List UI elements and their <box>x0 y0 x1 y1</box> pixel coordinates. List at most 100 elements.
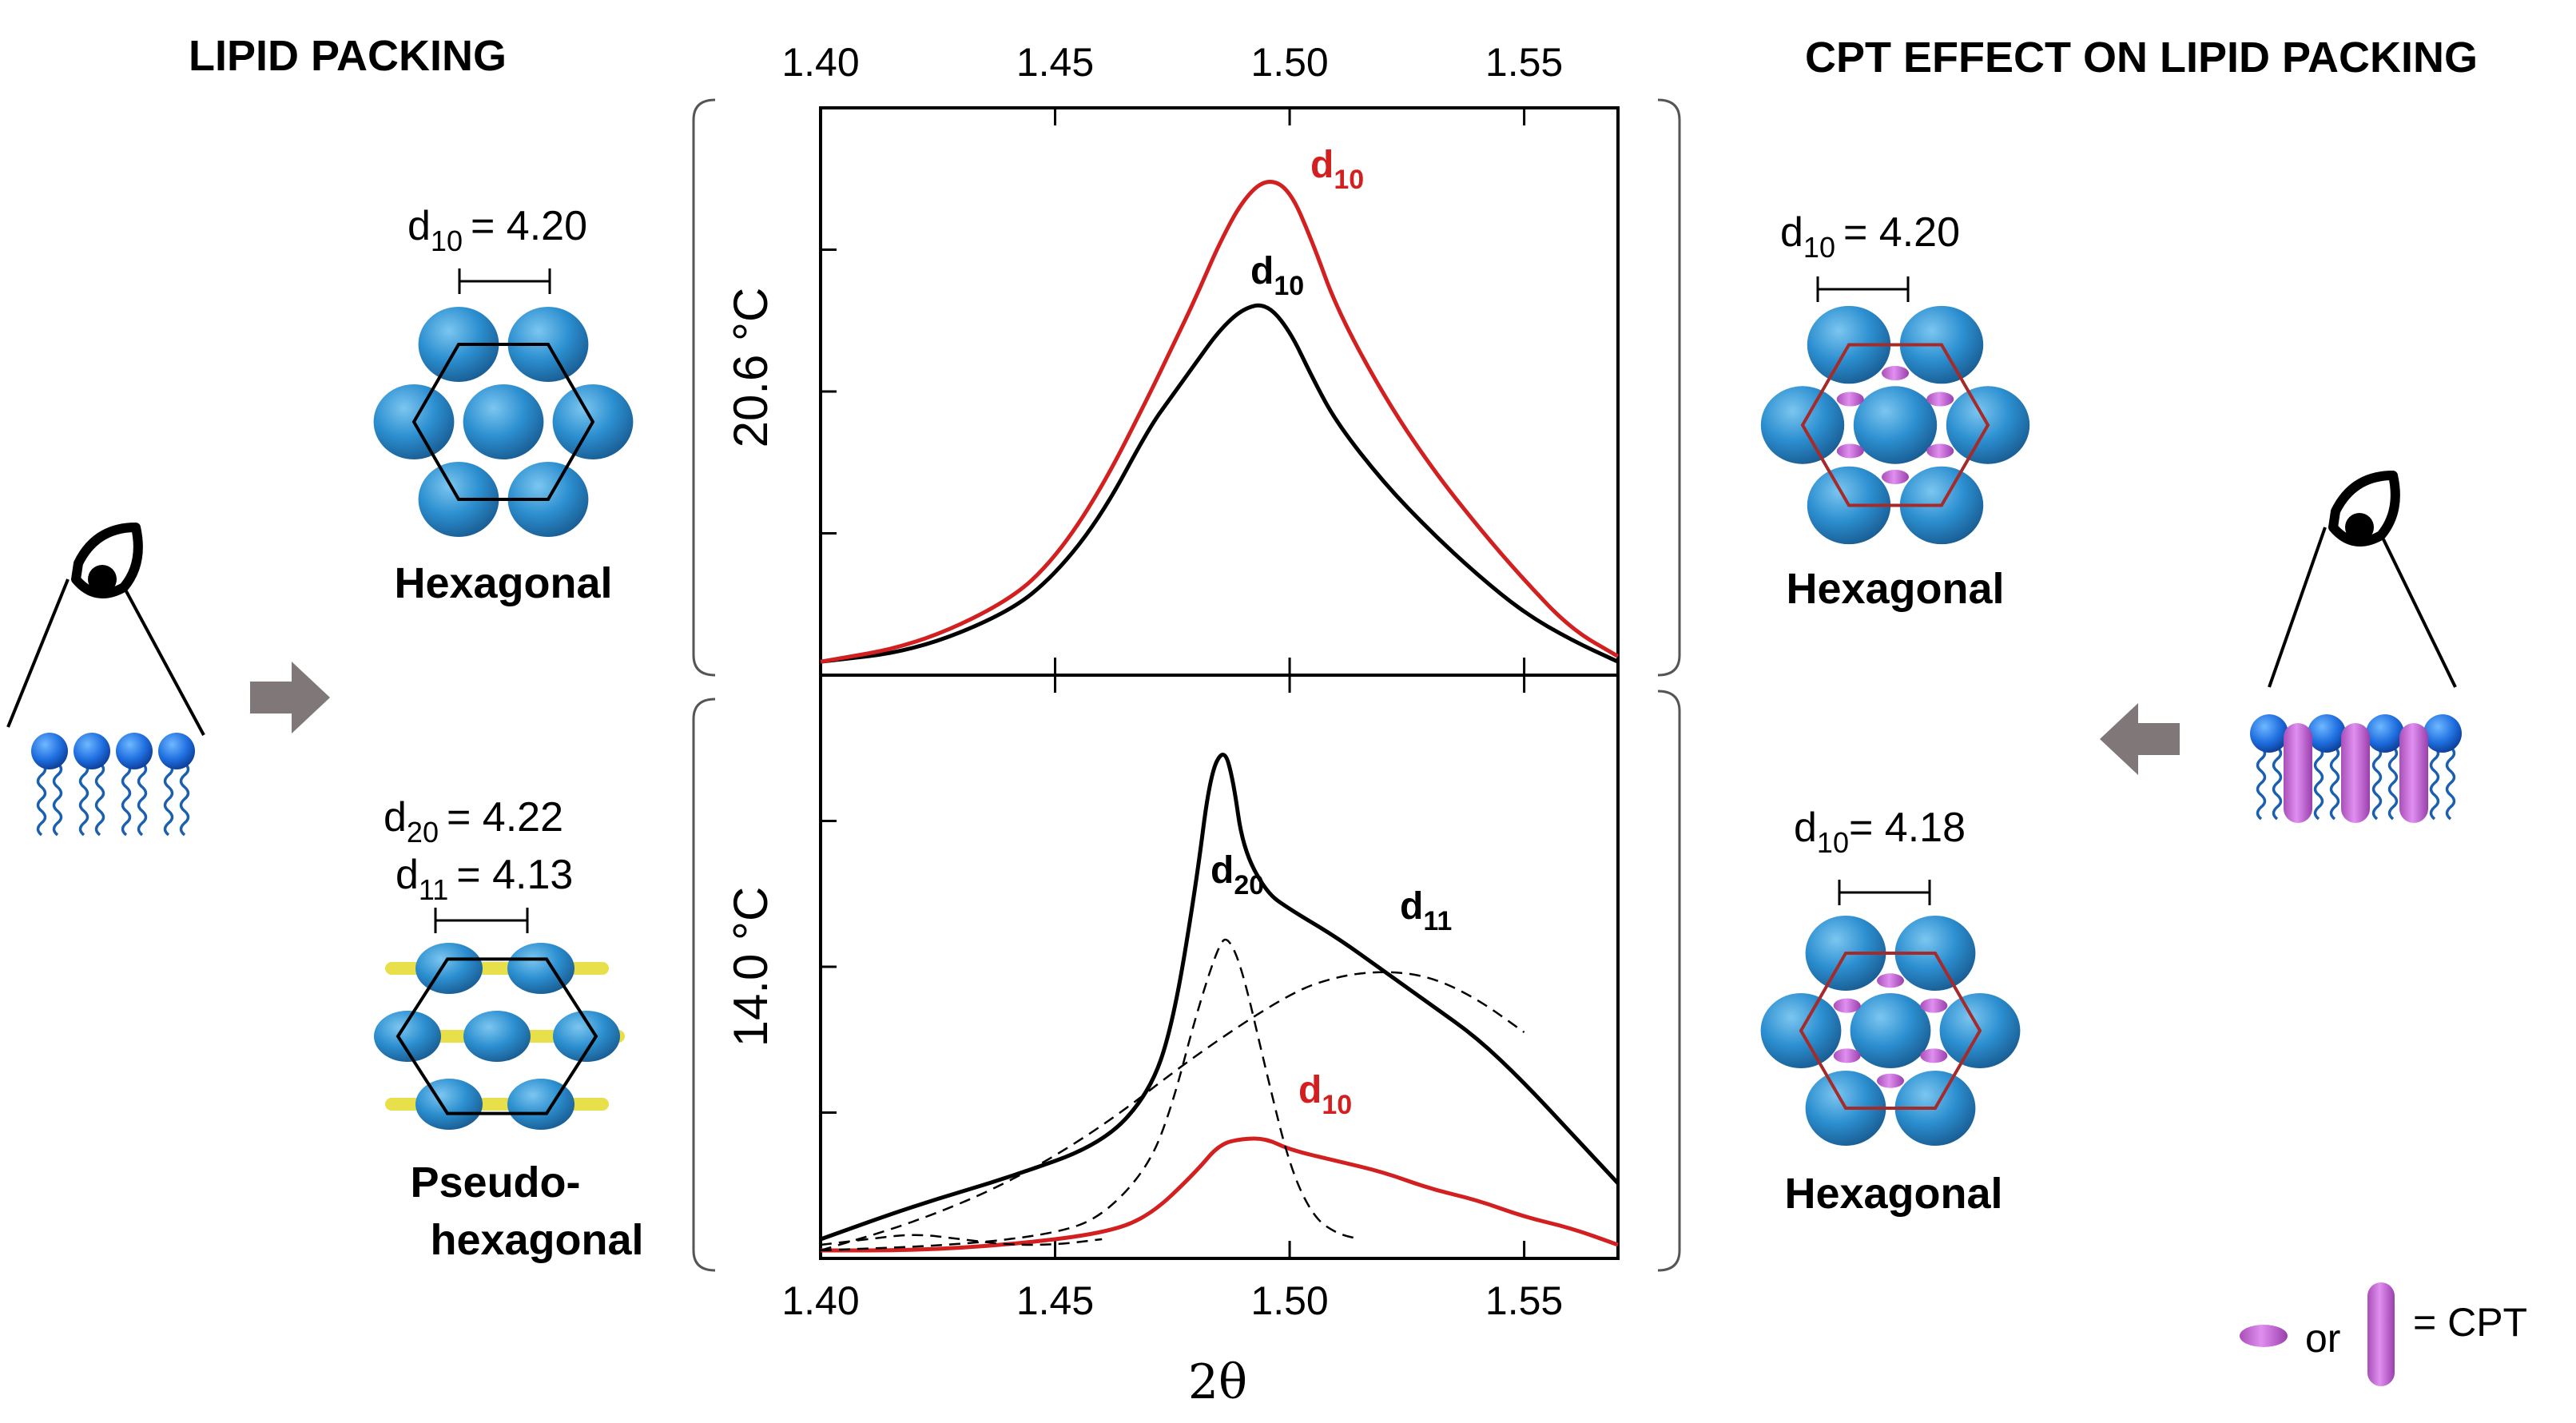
top-black-d10-annotation: d10 <box>1250 250 1304 301</box>
lipid-tail <box>179 761 190 837</box>
bottom-d11-annotation: d11 <box>1400 885 1452 936</box>
lipid-tail <box>2371 745 2383 821</box>
top-chart-bracket <box>692 98 1681 677</box>
hexagonal-lattice-icon <box>373 306 634 538</box>
cpt-rod <box>2399 723 2428 823</box>
lipid-ball <box>507 943 574 994</box>
x-axis-label: 2θ <box>1188 1354 1247 1410</box>
cpt-molecule <box>1877 973 1904 988</box>
lipid-tail <box>163 761 174 837</box>
series-black-line <box>820 303 1620 664</box>
curves <box>820 180 1620 1253</box>
left-arrow-icon <box>2100 703 2180 775</box>
lipid-head <box>2308 714 2346 753</box>
lipid-ball <box>415 943 483 994</box>
cpt-legend: or = CPT <box>2240 1282 2527 1386</box>
lipid-ball <box>1850 992 1931 1069</box>
cpt-rod <box>2284 723 2312 823</box>
pseudo-hexagonal-lattice-icon <box>374 943 625 1130</box>
lipid-ball <box>415 1079 483 1130</box>
x-tick-label: 1.50 <box>1250 40 1328 85</box>
lipid-head <box>31 733 68 769</box>
lipid-monolayer-with-cpt <box>2250 714 2462 823</box>
lipid-tail <box>2387 745 2399 821</box>
xrd-chart: 20.6 °C 14.0 °C 2θ 1.40 1.45 1.50 1.55 1.40 1… <box>724 40 1620 1410</box>
scale-bar <box>1838 880 1931 905</box>
cpt-molecule <box>1926 392 1954 407</box>
lipid-tail <box>2445 745 2456 821</box>
top-red-d10-annotation: d10 <box>1310 144 1364 195</box>
right-title: CPT EFFECT ON LIPID PACKING <box>1805 34 2478 81</box>
left-bottom-label-line2: hexagonal <box>430 1216 643 1264</box>
left-bottom-d20-label: d20 = 4.22 <box>384 794 563 849</box>
cpt-molecule <box>1926 443 1954 459</box>
axes-ticks: 1.40 1.45 1.50 1.55 1.40 1.45 1.50 1.55 <box>781 40 1563 1323</box>
cpt-molecule <box>1833 1048 1861 1063</box>
cpt-ellipse-icon <box>2240 1325 2288 1347</box>
hexagon-outline <box>1799 952 1982 1110</box>
right-top-lattice-label: Hexagonal <box>1786 565 2004 613</box>
lipid-ball <box>463 384 544 460</box>
cpt-molecule <box>1833 998 1861 1013</box>
top-annotations: d10 d10 <box>1250 144 1364 301</box>
lipid-ball <box>553 1011 620 1062</box>
lipid-tail <box>52 761 63 837</box>
cpt-rod <box>2341 723 2370 823</box>
lipid-tail <box>78 761 89 837</box>
lipid-ball <box>374 1011 441 1062</box>
lipid-ball <box>463 1011 531 1062</box>
bottom-red-d10-annotation: d10 <box>1298 1069 1352 1120</box>
lipid-head <box>2423 714 2462 753</box>
lipid-head <box>2366 714 2404 753</box>
lipid-tail <box>36 761 47 837</box>
x-tick-label: 1.40 <box>781 1278 859 1323</box>
x-tick-label: 1.40 <box>781 40 859 85</box>
x-tick-label: 1.45 <box>1016 40 1094 85</box>
series-red-line <box>820 180 1620 664</box>
x-tick-label: 1.55 <box>1485 40 1563 85</box>
cpt-molecule <box>1836 392 1864 407</box>
left-bottom-d11-label: d11 = 4.13 <box>396 852 573 906</box>
cpt-molecule <box>1920 1048 1948 1063</box>
cpt-molecule <box>1877 1073 1904 1088</box>
x-tick-label: 1.55 <box>1485 1278 1563 1323</box>
eye-icon <box>2268 471 2457 688</box>
cpt-molecule <box>1836 443 1864 459</box>
series-black-line <box>820 753 1620 1242</box>
right-arrow-icon <box>250 662 330 733</box>
lipid-ball <box>507 1079 574 1130</box>
lipid-tail <box>2313 745 2324 821</box>
series-d20-fit-line <box>820 938 1361 1252</box>
lipid-tail <box>2272 745 2283 821</box>
series-small-dashed-line <box>820 1234 1103 1246</box>
lipid-tail <box>2256 745 2267 821</box>
hexagon-outline <box>396 957 598 1115</box>
right-bottom-lattice-label: Hexagonal <box>1784 1170 2002 1218</box>
right-top-d-label: d10 = 4.20 <box>1780 209 1960 264</box>
bottom-y-label: 14.0 °C <box>724 887 777 1047</box>
right-top-lattice: d10 = 4.20 Hexagonal <box>1760 209 2030 613</box>
bottom-plot-frame <box>819 674 1620 1260</box>
lipid-tail <box>2329 745 2340 821</box>
right-membrane-illustration <box>2250 471 2462 823</box>
bottom-chart-bracket <box>692 690 1681 1272</box>
lipid-head <box>158 733 195 769</box>
top-y-label: 20.6 °C <box>724 288 777 448</box>
left-top-lattice-label: Hexagonal <box>394 559 612 607</box>
cpt-rod-icon <box>2367 1282 2395 1386</box>
hexagon-outline <box>411 343 595 501</box>
cpt-molecule <box>1882 366 1909 381</box>
lipid-ball <box>1853 386 1938 464</box>
legend-or-text: or <box>2305 1316 2340 1361</box>
lipid-tail <box>2429 745 2440 821</box>
right-bottom-d-label: d10= 4.18 <box>1794 805 1966 859</box>
cpt-molecule <box>1920 998 1948 1013</box>
scale-bar <box>434 908 529 933</box>
series-red-line <box>821 1136 1619 1253</box>
lipid-tail <box>137 761 148 837</box>
left-bottom-lattice: d20 = 4.22 d11 = 4.13 Pseudo- hexagonal <box>374 794 644 1264</box>
lipid-head <box>74 733 110 769</box>
legend-cpt-text: = CPT <box>2413 1300 2527 1345</box>
left-top-lattice: d10 = 4.20 Hexagonal <box>373 203 634 607</box>
